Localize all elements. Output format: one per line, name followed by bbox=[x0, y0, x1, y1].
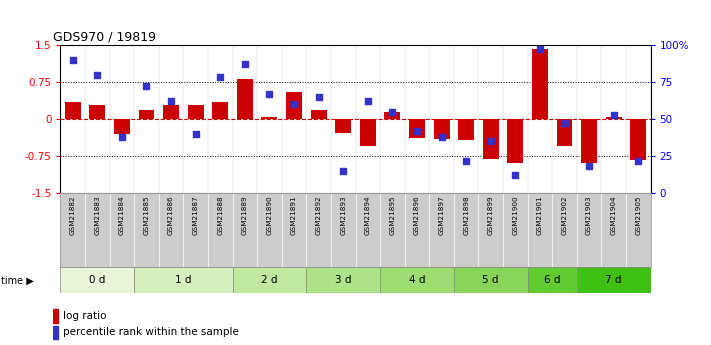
Bar bbox=[237, 79, 253, 119]
Bar bbox=[458, 119, 474, 140]
Point bbox=[633, 158, 644, 163]
Bar bbox=[409, 119, 425, 138]
Text: GSM21882: GSM21882 bbox=[70, 195, 76, 235]
Text: GSM21891: GSM21891 bbox=[291, 195, 297, 235]
Point bbox=[289, 101, 300, 107]
Bar bbox=[380, 267, 454, 293]
Bar bbox=[139, 110, 154, 119]
Bar bbox=[90, 105, 105, 119]
Point bbox=[264, 91, 275, 97]
Text: 5 d: 5 d bbox=[483, 275, 499, 285]
Bar bbox=[581, 119, 597, 162]
Text: GSM21894: GSM21894 bbox=[365, 195, 371, 235]
Bar bbox=[53, 309, 58, 323]
Point bbox=[215, 75, 226, 80]
Text: GSM21897: GSM21897 bbox=[439, 195, 444, 235]
Bar bbox=[483, 119, 498, 159]
Text: GSM21902: GSM21902 bbox=[562, 195, 567, 235]
Text: 1 d: 1 d bbox=[175, 275, 192, 285]
Bar bbox=[53, 326, 58, 339]
Text: GSM21893: GSM21893 bbox=[340, 195, 346, 235]
Bar bbox=[114, 119, 130, 134]
Text: 7 d: 7 d bbox=[606, 275, 622, 285]
Text: GSM21885: GSM21885 bbox=[144, 195, 149, 235]
Point bbox=[411, 128, 422, 134]
Text: GSM21887: GSM21887 bbox=[193, 195, 198, 235]
Point bbox=[510, 172, 521, 178]
Point bbox=[239, 61, 250, 67]
Point bbox=[338, 168, 349, 174]
Bar bbox=[286, 92, 302, 119]
Text: 3 d: 3 d bbox=[335, 275, 351, 285]
Bar bbox=[606, 117, 621, 119]
Bar bbox=[557, 119, 572, 146]
Bar bbox=[213, 102, 228, 119]
Point bbox=[166, 98, 177, 104]
Text: log ratio: log ratio bbox=[63, 311, 106, 321]
Point bbox=[534, 47, 545, 52]
Point bbox=[190, 131, 201, 137]
Text: GSM21888: GSM21888 bbox=[218, 195, 223, 235]
Text: GSM21896: GSM21896 bbox=[414, 195, 420, 235]
Point bbox=[608, 112, 619, 117]
Text: GSM21905: GSM21905 bbox=[635, 195, 641, 235]
Text: GSM21883: GSM21883 bbox=[95, 195, 100, 235]
Point bbox=[461, 158, 472, 163]
Text: GSM21898: GSM21898 bbox=[463, 195, 469, 235]
Text: GSM21899: GSM21899 bbox=[488, 195, 493, 235]
Bar bbox=[262, 117, 277, 119]
Text: time ▶: time ▶ bbox=[1, 275, 34, 285]
Bar bbox=[577, 267, 651, 293]
Text: GSM21904: GSM21904 bbox=[611, 195, 616, 235]
Text: GSM21890: GSM21890 bbox=[267, 195, 272, 235]
Bar bbox=[335, 119, 351, 133]
Text: 2 d: 2 d bbox=[261, 275, 278, 285]
Point bbox=[67, 57, 78, 62]
Bar bbox=[60, 267, 134, 293]
Text: GSM21884: GSM21884 bbox=[119, 195, 125, 235]
Text: 4 d: 4 d bbox=[409, 275, 425, 285]
Bar bbox=[434, 119, 449, 139]
Bar bbox=[454, 267, 528, 293]
Point bbox=[362, 98, 373, 104]
Bar bbox=[630, 119, 646, 160]
Bar bbox=[532, 49, 548, 119]
Bar bbox=[360, 119, 376, 146]
Point bbox=[485, 138, 496, 144]
Bar bbox=[163, 105, 179, 119]
Point bbox=[387, 109, 398, 115]
Text: GSM21889: GSM21889 bbox=[242, 195, 248, 235]
Bar bbox=[311, 110, 326, 119]
Bar bbox=[232, 267, 306, 293]
Bar bbox=[188, 105, 203, 119]
Bar bbox=[528, 267, 577, 293]
Text: GSM21901: GSM21901 bbox=[537, 195, 543, 235]
Text: GDS970 / 19819: GDS970 / 19819 bbox=[53, 30, 156, 43]
Point bbox=[436, 134, 447, 140]
Point bbox=[141, 83, 152, 89]
Point bbox=[584, 164, 595, 169]
Bar bbox=[65, 102, 81, 119]
Bar bbox=[385, 112, 400, 119]
Text: GSM21895: GSM21895 bbox=[390, 195, 395, 235]
Bar bbox=[306, 267, 380, 293]
Text: GSM21886: GSM21886 bbox=[168, 195, 174, 235]
Text: GSM21903: GSM21903 bbox=[586, 195, 592, 235]
Point bbox=[313, 94, 324, 99]
Text: 6 d: 6 d bbox=[544, 275, 560, 285]
Text: GSM21900: GSM21900 bbox=[513, 195, 518, 235]
Bar bbox=[508, 119, 523, 162]
Point bbox=[116, 134, 127, 140]
Text: GSM21892: GSM21892 bbox=[316, 195, 321, 235]
Point bbox=[92, 72, 103, 77]
Point bbox=[559, 121, 570, 126]
Text: 0 d: 0 d bbox=[89, 275, 105, 285]
Bar bbox=[134, 267, 232, 293]
Text: percentile rank within the sample: percentile rank within the sample bbox=[63, 327, 239, 337]
